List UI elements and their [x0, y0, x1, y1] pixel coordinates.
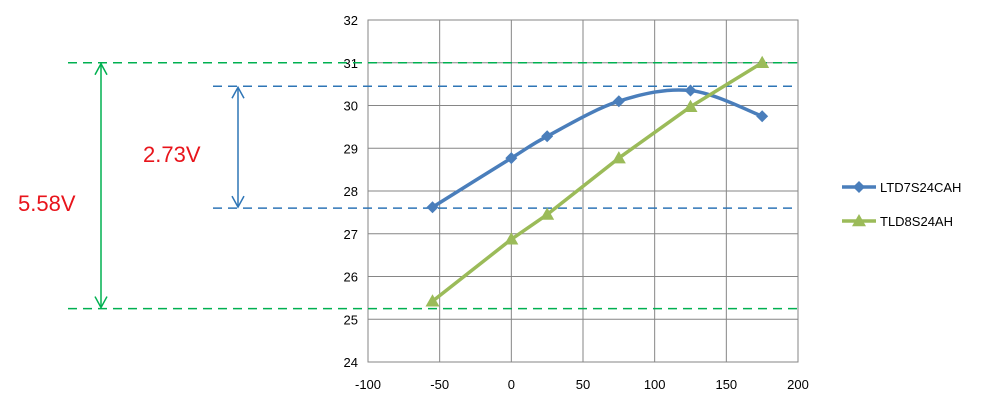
series-line-0 — [430, 88, 764, 209]
grid — [367, 19, 799, 363]
data-point-1 — [611, 151, 626, 164]
data-point-0 — [684, 84, 697, 97]
y-tick-label: 32 — [344, 13, 358, 28]
x-tick-label: -100 — [355, 377, 381, 392]
y-tick-label: 25 — [344, 312, 358, 327]
arrow-head-up — [231, 85, 245, 99]
data-point-0 — [426, 201, 439, 214]
legend-marker-0 — [853, 181, 865, 193]
data-point-1 — [504, 232, 519, 245]
y-tick-label: 29 — [344, 141, 358, 156]
y-tick-label: 28 — [344, 184, 358, 199]
y-tick-label: 24 — [344, 355, 358, 370]
data-point-0 — [612, 95, 625, 108]
data-point-1 — [683, 99, 698, 113]
data-point-0 — [541, 130, 554, 143]
x-tick-label: 150 — [715, 377, 737, 392]
annotation-label: 5.58V — [18, 191, 76, 216]
x-tick-label: 0 — [508, 377, 515, 392]
data-point-0 — [756, 110, 769, 123]
y-tick-label: 27 — [344, 227, 358, 242]
plot-area-border — [367, 19, 799, 363]
y-tick-label: 31 — [344, 56, 358, 71]
x-tick-label: 50 — [576, 377, 590, 392]
y-tick-label: 30 — [344, 99, 358, 114]
arrow-head-up — [94, 62, 108, 76]
legend: LTD7S24CAH TLD8S24AH — [842, 180, 961, 229]
legend-label: TLD8S24AH — [880, 214, 953, 229]
arrow-head-down — [231, 195, 245, 209]
annotations: 2.73V 5.58V — [18, 62, 798, 310]
series — [425, 55, 770, 307]
y-tick-label: 26 — [344, 270, 358, 285]
x-tick-label: 200 — [787, 377, 809, 392]
series-line-1 — [430, 61, 764, 304]
data-point-1 — [540, 207, 555, 220]
data-point-0 — [505, 152, 518, 165]
data-point-1 — [425, 294, 440, 307]
legend-marker-1 — [852, 214, 866, 227]
arrow-head-down — [94, 296, 108, 310]
x-tick-label: 100 — [644, 377, 666, 392]
data-point-1 — [755, 55, 770, 68]
legend-label: LTD7S24CAH — [880, 180, 961, 195]
axes: 24 25 26 27 28 29 30 31 32 -100 -50 0 50 100 150 200 — [344, 13, 809, 392]
annotation-label: 2.73V — [143, 142, 201, 167]
x-tick-label: -50 — [430, 377, 449, 392]
